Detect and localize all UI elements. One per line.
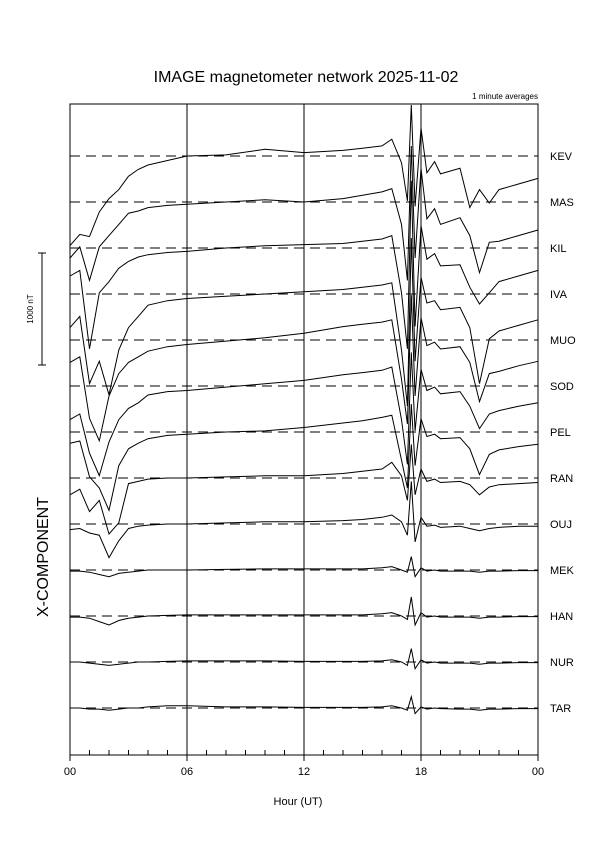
station-label-kev: KEV (550, 151, 573, 163)
trace-mas (69, 145, 539, 283)
station-labels: KEV MAS KIL IVA MUO SOD PEL RAN OUJ MEK HAN NUR TAR (550, 151, 576, 715)
station-label-ran: RAN (550, 473, 573, 485)
x-tick-label: 18 (415, 766, 427, 778)
x-tick-label: 00 (532, 766, 544, 778)
trace-kil (69, 180, 539, 349)
chart-title: IMAGE magnetometer network 2025-11-02 (154, 69, 459, 86)
trace-pel (69, 403, 539, 513)
station-label-sod: SOD (550, 381, 574, 393)
station-label-pel: PEL (550, 427, 571, 439)
station-traces (69, 104, 539, 715)
station-label-han: HAN (550, 611, 573, 623)
x-axis-ticks (69, 750, 539, 761)
x-axis-tick-labels: 00 06 12 18 00 (64, 766, 544, 778)
station-label-muo: MUO (550, 335, 576, 347)
x-tick-label: 06 (181, 766, 193, 778)
chart-subtitle: 1 minute averages (472, 92, 538, 101)
scale-bar: 1000 nT (26, 252, 46, 366)
station-label-kil: KIL (550, 243, 567, 255)
trace-kev (69, 104, 539, 246)
trace-mek (70, 556, 538, 579)
trace-muo (69, 295, 539, 443)
station-label-ouj: OUJ (550, 519, 572, 531)
station-label-iva: IVA (550, 289, 568, 301)
trace-nur (70, 648, 538, 671)
trace-ouj (69, 481, 538, 559)
x-tick-label: 00 (64, 766, 76, 778)
component-label: X-COMPONENT (35, 497, 52, 617)
station-label-tar: TAR (550, 703, 571, 715)
station-label-mas: MAS (550, 197, 574, 209)
trace-sod (69, 352, 539, 478)
x-tick-label: 12 (298, 766, 310, 778)
trace-ran (69, 444, 539, 536)
scale-bar-label: 1000 nT (26, 294, 35, 323)
station-label-mek: MEK (550, 565, 575, 577)
trace-han (70, 596, 538, 627)
trace-iva (69, 237, 539, 407)
vertical-grid (186, 104, 422, 755)
station-label-nur: NUR (550, 657, 574, 669)
x-axis-label: Hour (UT) (274, 796, 323, 808)
trace-tar (70, 694, 538, 715)
